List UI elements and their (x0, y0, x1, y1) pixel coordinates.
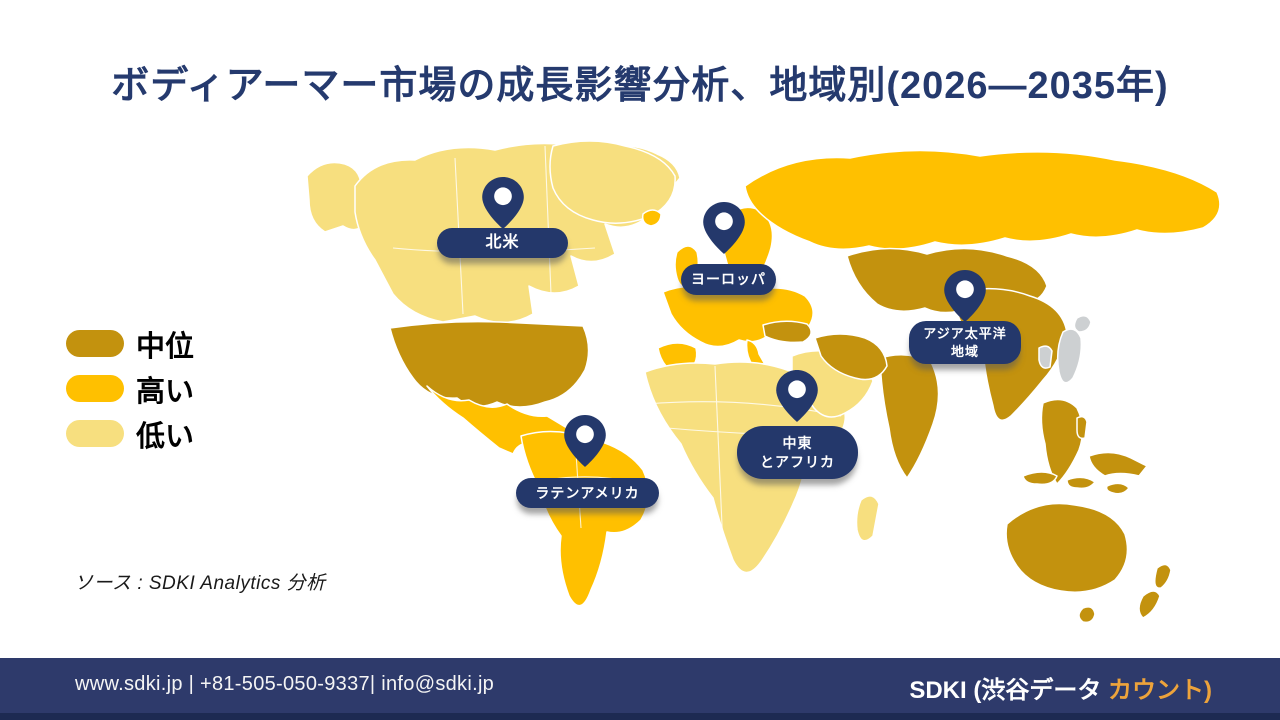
page-title: ボディアーマー市場の成長影響分析、地域別(2026—2035年) (111, 65, 1169, 107)
region-label-north-america: 北米 (437, 228, 568, 258)
legend-label-medium: 中位 (136, 330, 195, 363)
legend-label-high: 高い (136, 375, 195, 408)
region-label-text-line1: 中東 (782, 434, 813, 451)
location-pin-icon-asia-pacific (944, 270, 986, 322)
brand-logo-text: SDKI (渋谷データ カウント) (909, 670, 1212, 705)
brand-name-orange: カウント) (1108, 677, 1212, 704)
legend-swatch-high (66, 375, 124, 402)
legend: 中位 高い 低い (66, 321, 194, 456)
landmass-australia (1005, 502, 1129, 593)
landmass-madagascar (855, 495, 880, 542)
legend-label-low: 低い (136, 420, 195, 453)
landmass-tasmania (1078, 606, 1096, 624)
landmass-japan (1056, 315, 1092, 384)
footer-bottom-strip (0, 713, 1280, 720)
location-pin-icon-middle-east-africa (776, 370, 818, 422)
world-map-svg (306, 140, 1221, 624)
region-label-text-line1: アジア太平洋 (923, 325, 1007, 341)
region-label-text-line2: 地域 (950, 343, 979, 359)
landmass-papua-new-guinea (1088, 451, 1148, 477)
landmass-new-zealand (1138, 563, 1172, 619)
region-label-text: ラテンアメリカ (535, 484, 640, 501)
landmass-russia (744, 149, 1221, 250)
landmass-philippines (1076, 415, 1088, 440)
landmass-indonesia (1022, 471, 1130, 495)
legend-swatch-medium (66, 330, 124, 357)
location-pin-icon-europe (703, 202, 745, 254)
landmass-turkey (762, 320, 812, 344)
region-label-latin-america: ラテンアメリカ (516, 478, 659, 508)
legend-item-high: 高い (66, 366, 194, 411)
landmass-korea (1038, 345, 1053, 369)
location-pin-icon-latin-america (564, 415, 606, 467)
region-label-text-line2: とアフリカ (760, 453, 835, 470)
region-label-asia-pacific: アジア太平洋 地域 (909, 321, 1021, 364)
footer-contact-info: www.sdki.jp | +81-505-050-9337| info@sdk… (75, 673, 495, 695)
world-map (295, 128, 1230, 653)
landmass-southeast-asia (1040, 398, 1084, 485)
landmass-south-america (520, 430, 650, 607)
region-label-europe: ヨーロッパ (681, 264, 776, 295)
region-label-text: ヨーロッパ (691, 271, 766, 288)
legend-item-low: 低い (66, 411, 194, 456)
legend-item-medium: 中位 (66, 321, 194, 366)
landmass-india (879, 354, 940, 479)
source-note: ソース : SDKI Analytics 分析 (74, 573, 326, 594)
region-label-text: 北米 (485, 234, 520, 252)
landmass-iceland (641, 209, 662, 227)
location-pin-icon-north-america (482, 177, 524, 229)
footer-bar: www.sdki.jp | +81-505-050-9337| info@sdk… (0, 658, 1280, 720)
landmass-iran-afghanistan (814, 333, 888, 381)
region-label-middle-east-africa: 中東 とアフリカ (737, 426, 858, 479)
landmass-usa (389, 320, 590, 408)
legend-swatch-low (66, 420, 124, 447)
brand-name-white: SDKI (渋谷データ (909, 677, 1108, 704)
